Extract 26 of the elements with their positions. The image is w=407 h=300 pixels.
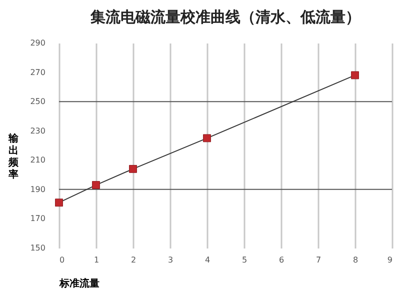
y-tick-label: 150 (30, 244, 46, 252)
y-axis-title: 输出频率 (8, 132, 20, 180)
point (203, 134, 211, 142)
x-tick-label: 7 (316, 256, 322, 264)
x-tick-label: 0 (60, 256, 65, 264)
point (351, 71, 359, 80)
y-tick-label: 190 (30, 184, 46, 194)
x-tick-label: 2 (130, 256, 136, 264)
y-tick-label: 210 (30, 156, 46, 165)
point (55, 198, 63, 207)
x-tick-label: 3 (168, 256, 174, 264)
point (92, 181, 100, 189)
x-tick-label: 4 (204, 256, 210, 264)
x-tick-label: 1 (94, 256, 100, 264)
chart-title: 集流电磁流量校准曲线（清水、低流量） (90, 8, 360, 26)
x-axis-title: 标准流量 (58, 278, 100, 290)
y-tick-label: 230 (30, 126, 46, 136)
x-tick-label: 9 (387, 256, 392, 264)
y-tick-label: 290 (30, 38, 46, 48)
x-tick-label: 8 (352, 256, 358, 264)
y-tick-label: 170 (30, 214, 46, 224)
x-tick-label: 5 (242, 256, 248, 264)
y-tick-label: 270 (30, 68, 46, 77)
point (129, 164, 137, 173)
y-tick-label: 250 (30, 97, 46, 106)
x-tick-label: 6 (278, 256, 284, 264)
